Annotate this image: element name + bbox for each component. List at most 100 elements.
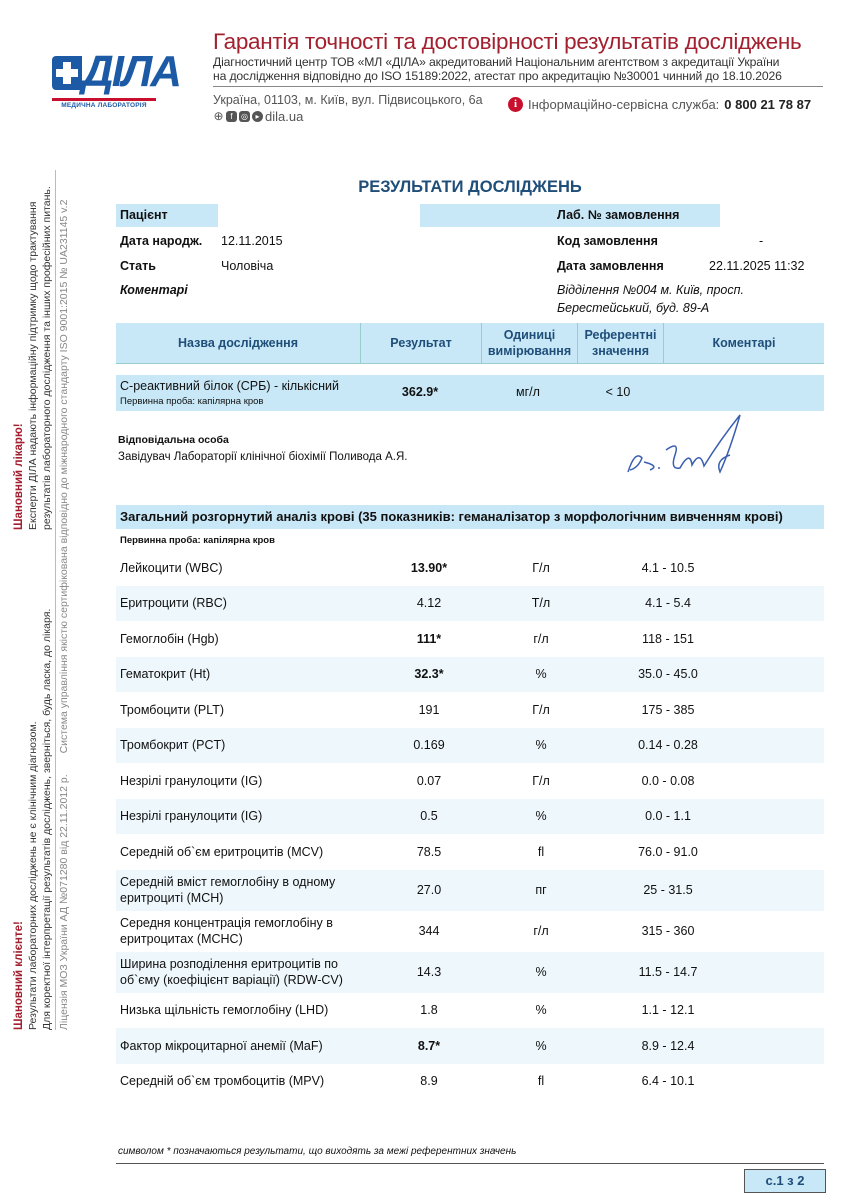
test-unit: % [535, 809, 547, 824]
test-result: 0.5 [420, 809, 438, 824]
client-heading: Шановний клієнте! [13, 921, 25, 1030]
sidebar-divider [55, 170, 56, 1030]
test-name: Середній вміст гемоглобіну в одному ерит… [120, 875, 336, 905]
test-result: 8.9 [420, 1074, 438, 1089]
test-reference: 35.0 - 45.0 [638, 667, 698, 682]
col-ref: Референтні значення [577, 323, 663, 363]
footer-divider [116, 1163, 824, 1164]
test-result: 344 [418, 924, 440, 938]
test-name: Низька щільність гемоглобіну (LHD) [120, 1003, 329, 1018]
test-name: Середній об`єм еритроцитів (MCV) [120, 844, 324, 859]
col-name: Назва дослідження [177, 336, 299, 350]
test-reference: 118 - 151 [642, 631, 694, 646]
table-row: Середній об`єм еритроцитів (MCV) 78.5 fl 76… [116, 834, 824, 870]
test-reference: 6.4 - 10.1 [641, 1074, 695, 1089]
facebook-icon[interactable]: f [226, 111, 237, 122]
logo-subtitle: МЕДИЧНА ЛАБОРАТОРІЯ [61, 102, 147, 109]
medical-cross-icon [52, 56, 82, 90]
col-units-line2: вимірювання [487, 344, 572, 358]
table-row: Гемоглобін (Hgb) 111* г/л 118 - 151 [116, 621, 824, 657]
test-unit: fl [537, 1074, 545, 1089]
table-row: Середній вміст гемоглобіну в одному ерит… [116, 869, 824, 911]
globe-icon[interactable]: ⊕ [213, 109, 224, 123]
crp-row: С-реактивний білок (СРБ) - кількісний Пе… [116, 375, 824, 411]
license-line: Ліцензія МОЗ України АД №071280 від 22.1… [58, 182, 70, 1030]
test-reference: 25 - 31.5 [643, 883, 693, 897]
test-result: 8.7* [417, 1038, 441, 1053]
test-unit: % [535, 1038, 547, 1053]
order-date-label: Дата замовлення [557, 259, 664, 273]
branch-line-1: Відділення №004 м. Київ, просп. [557, 283, 744, 297]
col-units-line1: Одиниці [503, 328, 556, 342]
test-unit: % [535, 965, 547, 979]
client-note-1: Результати лабораторних досліджень не є … [27, 721, 39, 1030]
test-result: 111* [416, 631, 442, 646]
test-result: 78.5 [416, 844, 442, 859]
patient-label-box [116, 204, 218, 227]
order-code-label: Код замовлення [557, 234, 658, 248]
col-units: Одиниці вимірювання [481, 323, 577, 363]
test-name: Тромбокрит (PCT) [120, 738, 226, 753]
table-row: Середня концентрація гемоглобіну в еритр… [116, 911, 824, 952]
test-result: 13.90* [410, 560, 448, 575]
test-reference: 0.0 - 1.1 [645, 809, 691, 824]
test-reference: 1.1 - 12.1 [641, 1003, 695, 1018]
test-result: 0.169 [413, 738, 445, 753]
crp-sample: Первинна проба: капілярна кров [120, 396, 264, 407]
instagram-icon[interactable]: ◎ [239, 111, 250, 122]
test-reference: 0.14 - 0.28 [638, 738, 698, 753]
dila-logo: ДІЛА МЕДИЧНА ЛАБОРАТОРІЯ [52, 48, 182, 112]
test-reference: 175 - 385 [641, 702, 695, 717]
test-name: Середній об`єм тромбоцитів (MPV) [120, 1074, 325, 1089]
footnote: символом * позначаються результати, що в… [118, 1146, 517, 1157]
dob-value: 12.11.2015 [221, 234, 283, 248]
info-phone[interactable]: 0 800 21 78 87 [724, 97, 812, 112]
crp-result: 362.9* [401, 385, 439, 399]
branch-line-2: Берестейський, буд. 89-А [557, 301, 710, 315]
order-code-value: - [759, 234, 764, 248]
test-unit: Т/л [531, 596, 551, 611]
test-reference: 8.9 - 12.4 [641, 1038, 695, 1053]
test-name: Фактор мікроцитарної анемії (MaF) [120, 1038, 323, 1053]
info-label: Інформаційно-сервісна служба: [528, 97, 720, 112]
test-name: Незрілі гранулоцити (IG) [120, 773, 263, 788]
crp-name: С-реактивний білок (СРБ) - кількісний [120, 379, 340, 393]
table-row: Гематокрит (Ht) 32.3*% 35.0 - 45.0 [116, 656, 824, 692]
test-reference: 4.1 - 10.5 [641, 560, 695, 575]
test-result: 1.8 [420, 1003, 438, 1018]
signature [627, 414, 741, 474]
test-unit: % [535, 667, 547, 682]
youtube-icon[interactable]: ▸ [252, 111, 263, 122]
document-title: РЕЗУЛЬТАТИ ДОСЛІДЖЕНЬ [358, 178, 582, 196]
responsible-label: Відповідальна особа [118, 434, 229, 446]
table-row: Еритроцити (RBC) 4.12 Т/л 4.1 - 5.4 [116, 585, 824, 621]
comments-label: Коментарі [120, 283, 188, 297]
test-reference: 11.5 - 14.7 [638, 965, 698, 979]
col-ref-line1: Референтні [584, 328, 657, 342]
table-row: Низька щільність гемоглобіну (LHD) 1.8% 1.… [116, 993, 824, 1029]
test-reference: 0.0 - 0.08 [641, 773, 695, 788]
test-name: Гематокрит (Ht) [120, 667, 211, 682]
responsible-name: Завідувач Лабораторії клінічної біохімії… [118, 451, 408, 463]
test-name: Ширина розподілення еритроцитів по об`єм… [120, 957, 343, 987]
lab-order-box [420, 204, 720, 227]
license-text: Ліцензія МОЗ України АД №071280 від 22.1… [58, 774, 70, 1030]
cbc-sample: Первинна проба: капілярна кров [120, 535, 275, 546]
crp-unit: мг/л [516, 385, 540, 399]
website-link[interactable]: dila.ua [265, 109, 304, 124]
test-unit: Г/л [532, 773, 550, 788]
test-result: 32.3* [414, 667, 444, 682]
accreditation-line-1: Діагностичний центр ТОВ «МЛ «ДІЛА» акред… [213, 55, 780, 69]
test-unit: % [535, 738, 547, 753]
header-divider [213, 86, 823, 87]
test-unit: % [535, 1003, 547, 1018]
crp-ref: < 10 [605, 385, 631, 399]
test-unit: г/л [533, 631, 549, 646]
sex-label: Стать [120, 259, 156, 273]
doctor-note-2: результатів лабораторного дослідження та… [41, 186, 53, 530]
logo-divider [52, 98, 156, 101]
iso-text: Система управління якістю сертифікована … [58, 199, 70, 754]
test-unit: г/л [533, 924, 549, 938]
test-unit: Г/л [532, 560, 550, 575]
